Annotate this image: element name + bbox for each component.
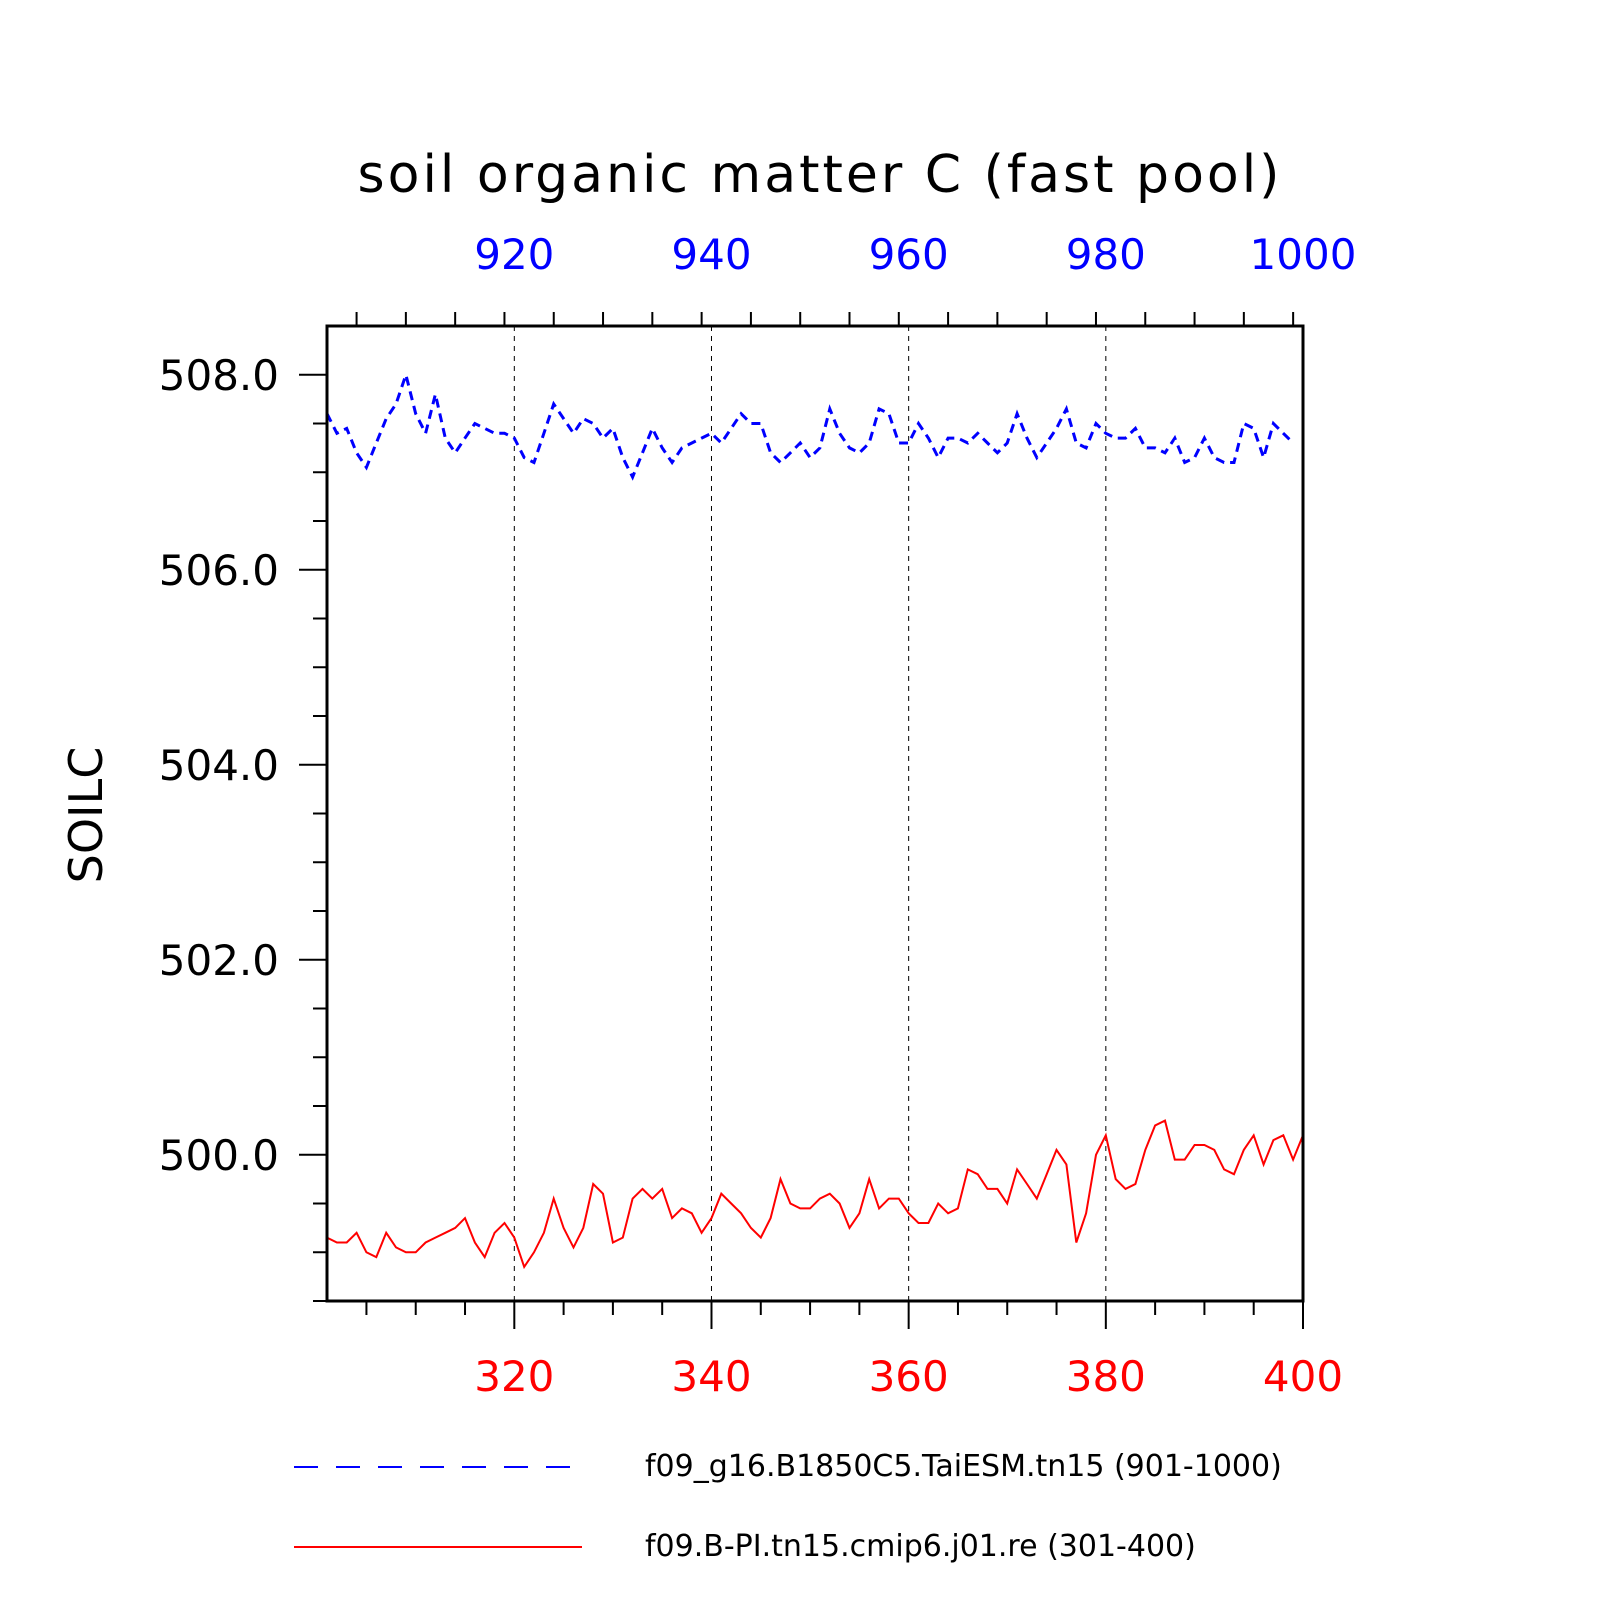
series-line-1 (325, 369, 1295, 481)
legend: f09_g16.B1850C5.TaiESM.tn15 (901-1000) f… (294, 1449, 1282, 1564)
bottom-tick-label: 340 (671, 1352, 751, 1401)
bottom-tick-label: 400 (1263, 1352, 1343, 1401)
legend-label-series-1: f09_g16.B1850C5.TaiESM.tn15 (901-1000) (645, 1449, 1282, 1484)
y-tick-label: 504.0 (159, 741, 279, 790)
top-tick-label: 980 (1066, 230, 1146, 279)
bottom-tick-label: 360 (869, 1352, 949, 1401)
top-tick-label: 1000 (1250, 230, 1357, 279)
bottom-tick-label: 320 (474, 1352, 554, 1401)
y-tick-label: 508.0 (159, 351, 279, 400)
y-axis-label: SOILC (59, 747, 113, 884)
top-tick-label: 960 (869, 230, 949, 279)
plot-frame (325, 324, 1305, 1303)
series-line-2 (326, 1119, 1304, 1270)
top-tick-label: 940 (671, 230, 751, 279)
axes: 508.0 506.0 504.0 502.0 500.0 920 940 960 980 100… (159, 230, 1357, 1401)
y-tick-label: 500.0 (159, 1131, 279, 1180)
series-lines (325, 369, 1304, 1270)
bottom-tick-label: 380 (1066, 1352, 1146, 1401)
legend-label-series-2: f09.B-PI.tn15.cmip6.j01.re (301-400) (645, 1529, 1196, 1564)
gridlines (513, 326, 1107, 1301)
chart-title: soil organic matter C (fast pool) (358, 145, 1283, 205)
top-tick-label: 920 (474, 230, 554, 279)
y-tick-label: 502.0 (159, 936, 279, 985)
y-tick-label: 506.0 (159, 546, 279, 595)
